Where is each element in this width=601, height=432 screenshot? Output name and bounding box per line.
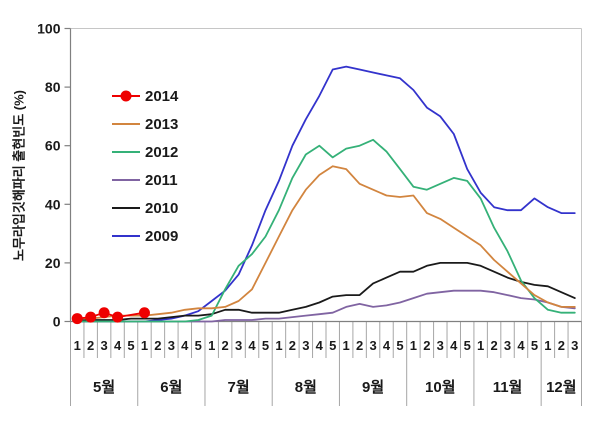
legend-label-2010: 2010	[145, 200, 178, 217]
legend-label-2012: 2012	[145, 144, 178, 161]
x-week-label: 3	[504, 338, 511, 353]
x-week-label: 4	[316, 338, 324, 353]
x-week-label: 4	[450, 338, 458, 353]
x-week-label: 1	[410, 338, 417, 353]
y-axis-title: 노무라입깃해파리 출현빈도 (%)	[11, 90, 27, 261]
y-tick-label: 100	[37, 21, 61, 37]
series-2014-marker	[138, 307, 150, 319]
x-week-label: 2	[558, 338, 565, 353]
series-2010-line	[76, 262, 576, 321]
x-week-label: 1	[141, 338, 148, 353]
x-week-label: 4	[383, 338, 391, 353]
x-week-label: 1	[477, 338, 484, 353]
x-week-label: 4	[517, 338, 525, 353]
x-week-label: 5	[195, 338, 202, 353]
x-month-label: 10월	[425, 379, 456, 396]
x-week-label: 2	[222, 338, 229, 353]
x-week-label: 1	[74, 338, 81, 353]
x-week-label: 5	[262, 338, 269, 353]
x-month-label: 8월	[295, 379, 317, 396]
x-week-label: 5	[464, 338, 471, 353]
x-week-label: 2	[154, 338, 161, 353]
x-week-label: 4	[181, 338, 189, 353]
legend-marker-2014	[120, 90, 132, 102]
x-week-label: 1	[343, 338, 350, 353]
x-week-label: 3	[235, 338, 242, 353]
x-week-label: 5	[396, 338, 403, 353]
x-month-label: 6월	[160, 379, 182, 396]
x-week-label: 4	[248, 338, 256, 353]
x-week-label: 1	[275, 338, 282, 353]
x-week-label: 2	[423, 338, 430, 353]
x-week-label: 2	[87, 338, 94, 353]
x-month-label: 12월	[546, 379, 577, 396]
series-2013-line	[76, 165, 576, 320]
x-week-label: 5	[329, 338, 336, 353]
x-month-label: 5월	[93, 379, 115, 396]
y-tick-label: 40	[45, 196, 61, 212]
y-tick-label: 20	[45, 255, 61, 271]
x-week-label: 1	[544, 338, 551, 353]
legend-label-2014: 2014	[145, 88, 179, 105]
series-2014-marker	[71, 313, 83, 325]
x-month-label: 11월	[493, 379, 523, 396]
x-week-label: 3	[369, 338, 376, 353]
x-week-label: 1	[208, 338, 215, 353]
series-2014-marker	[112, 311, 124, 323]
y-tick-label: 80	[45, 79, 61, 95]
series-2014-marker	[85, 311, 97, 323]
x-week-label: 3	[168, 338, 175, 353]
x-week-label: 5	[127, 338, 134, 353]
x-week-label: 2	[289, 338, 296, 353]
series-2014-marker	[98, 307, 110, 319]
x-week-label: 4	[114, 338, 122, 353]
x-week-label: 2	[490, 338, 497, 353]
x-week-label: 3	[437, 338, 444, 353]
series-2011-line	[76, 289, 576, 323]
y-tick-label: 60	[45, 138, 61, 154]
legend-label-2013: 2013	[145, 116, 178, 133]
x-week-label: 3	[101, 338, 108, 353]
x-week-label: 2	[356, 338, 363, 353]
x-week-label: 3	[302, 338, 309, 353]
x-week-label: 3	[571, 338, 578, 353]
legend-label-2011: 2011	[145, 172, 178, 189]
legend-label-2009: 2009	[145, 228, 178, 245]
series-2009-line	[76, 65, 576, 323]
x-month-label: 7월	[228, 379, 250, 396]
x-month-label: 9월	[362, 379, 384, 396]
x-week-label: 5	[531, 338, 538, 353]
series-2012-line	[76, 138, 576, 323]
y-tick-label: 0	[53, 314, 61, 330]
